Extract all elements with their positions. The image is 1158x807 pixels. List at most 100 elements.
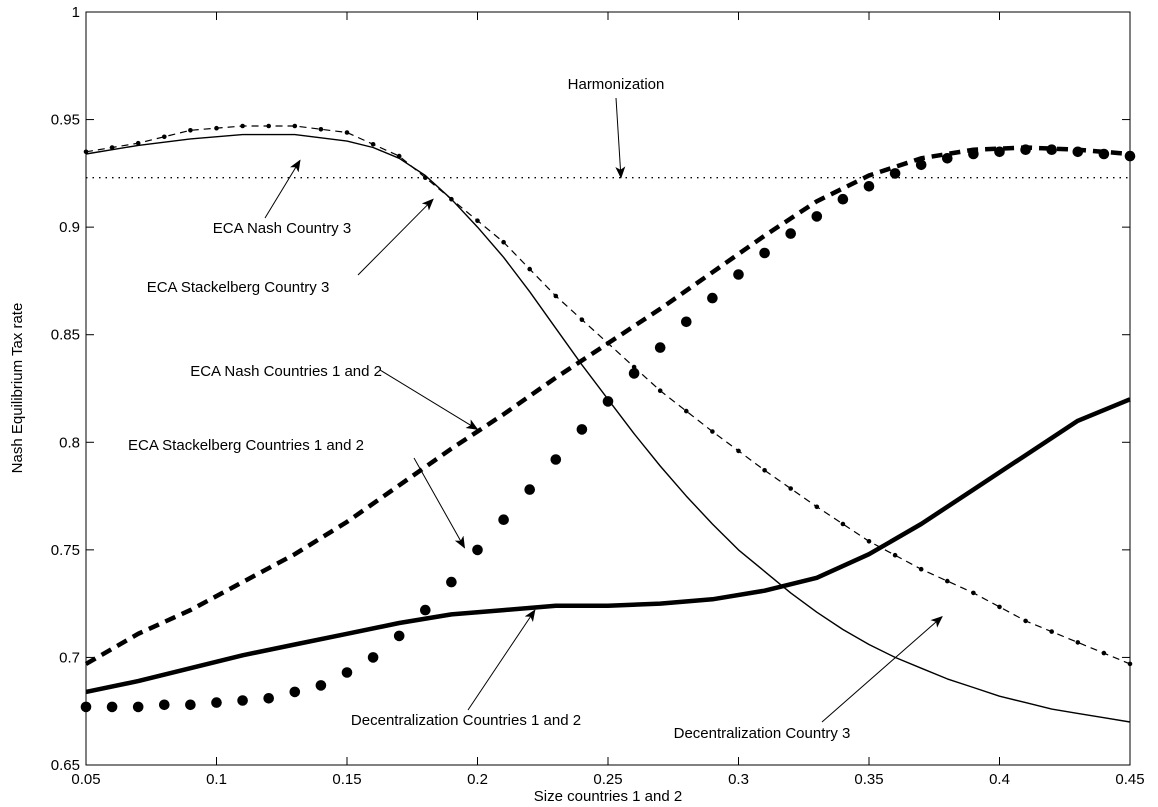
data-point (83, 149, 89, 155)
annotation-arrow (264, 159, 301, 219)
annotation-eca-nash-countries-1-and-2: ECA Nash Countries 1 and 2 (190, 363, 479, 430)
annotation-label: Decentralization Countries 1 and 2 (351, 712, 581, 729)
data-point (135, 140, 141, 146)
data-point (80, 701, 92, 713)
data-point (1098, 148, 1110, 160)
data-point (420, 604, 431, 616)
annotation-label: ECA Nash Countries 1 and 2 (190, 363, 382, 380)
y-axis-label: Nash Equilibrium Tax rate (9, 303, 26, 474)
data-point (736, 448, 741, 454)
data-point (915, 159, 927, 171)
data-point (553, 293, 559, 299)
data-point (942, 153, 953, 164)
data-point (449, 196, 454, 202)
annotation-decentralization-country-3: Decentralization Country 3 (674, 615, 943, 742)
annotation-label: ECA Stackelberg Country 3 (147, 279, 330, 296)
annotation-layer: Harmonization ECA Nash Country 3 ECA Stack… (128, 76, 943, 742)
data-point (370, 142, 376, 147)
data-point (266, 123, 272, 129)
data-point (367, 652, 379, 663)
x-tick-label: 0.1 (206, 771, 227, 788)
data-point (1020, 144, 1031, 155)
data-point (762, 468, 767, 473)
annotation-arrow (467, 609, 536, 711)
data-point (997, 604, 1002, 610)
data-point (785, 228, 796, 239)
y-tick-label: 0.8 (59, 434, 80, 451)
data-point (475, 218, 480, 223)
data-point (994, 146, 1005, 158)
annotation-eca-nash-country-3: ECA Nash Country 3 (213, 159, 351, 237)
plot-area (85, 11, 1131, 766)
y-tick-label: 0.7 (59, 649, 80, 666)
data-point (837, 193, 849, 205)
data-point (733, 269, 744, 280)
data-point (211, 697, 222, 708)
data-point (524, 484, 535, 495)
annotation-arrow (357, 198, 434, 276)
data-point (628, 368, 640, 379)
data-point (106, 701, 118, 713)
series-line (85, 397, 1131, 695)
y-tick-label: 0.9 (59, 219, 80, 236)
series-eca-stackelberg-countries-1-and-2 (80, 144, 1136, 713)
data-point (1049, 629, 1054, 634)
data-point (237, 695, 248, 706)
data-point (501, 239, 506, 245)
data-point (892, 552, 898, 558)
annotation-label: ECA Nash Country 3 (213, 220, 351, 237)
x-tick-label: 0.45 (1115, 771, 1144, 788)
data-point (472, 544, 483, 556)
data-point (1023, 618, 1028, 624)
annotation-arrow (413, 457, 465, 549)
series-line (84, 145, 1131, 666)
data-point (657, 388, 663, 394)
x-tick-label: 0.3 (728, 771, 749, 788)
x-tick-label: 0.15 (332, 771, 361, 788)
data-point (579, 317, 585, 323)
data-point (889, 168, 901, 179)
data-point (788, 486, 793, 491)
data-point (341, 667, 353, 678)
data-point (550, 454, 562, 465)
data-point (344, 130, 350, 135)
data-point (814, 504, 820, 510)
data-point (240, 123, 245, 129)
data-point (576, 424, 588, 435)
data-point (710, 429, 715, 434)
data-point (918, 566, 924, 572)
data-point (162, 134, 167, 140)
data-point (602, 396, 614, 407)
annotation-label: ECA Stackelberg Countries 1 and 2 (128, 437, 364, 454)
x-tick-label: 0.05 (71, 771, 100, 788)
data-point (289, 686, 301, 698)
data-point (263, 693, 275, 704)
annotation-arrow (821, 615, 943, 723)
series-eca-nash-countries-1-and-2 (84, 145, 1131, 666)
data-point (863, 181, 875, 192)
series-line (85, 133, 1131, 723)
annotation-eca-stackelberg-country-3: ECA Stackelberg Country 3 (147, 198, 434, 296)
data-point (971, 590, 976, 596)
x-tick-label: 0.25 (593, 771, 622, 788)
data-point (1075, 640, 1081, 645)
data-point (681, 316, 692, 328)
data-point (1124, 150, 1136, 162)
data-point (1072, 146, 1084, 158)
y-tick-label: 1 (72, 4, 80, 21)
data-point (498, 514, 509, 525)
x-tick-label: 0.2 (467, 771, 488, 788)
data-point (188, 128, 193, 133)
annotation-eca-stackelberg-countries-1-and-2: ECA Stackelberg Countries 1 and 2 (128, 437, 465, 549)
data-point (759, 247, 770, 259)
annotation-arrow (615, 97, 626, 179)
data-point (1101, 650, 1107, 656)
data-point (318, 127, 324, 132)
x-axis-label: Size countries 1 and 2 (534, 788, 682, 805)
data-point (185, 699, 196, 711)
data-point (1127, 661, 1133, 667)
annotation-decentralization-countries-1-and-2: Decentralization Countries 1 and 2 (351, 609, 581, 729)
y-tick-label: 0.85 (51, 327, 80, 344)
y-tick-label: 0.65 (51, 757, 80, 774)
data-point (214, 125, 219, 131)
